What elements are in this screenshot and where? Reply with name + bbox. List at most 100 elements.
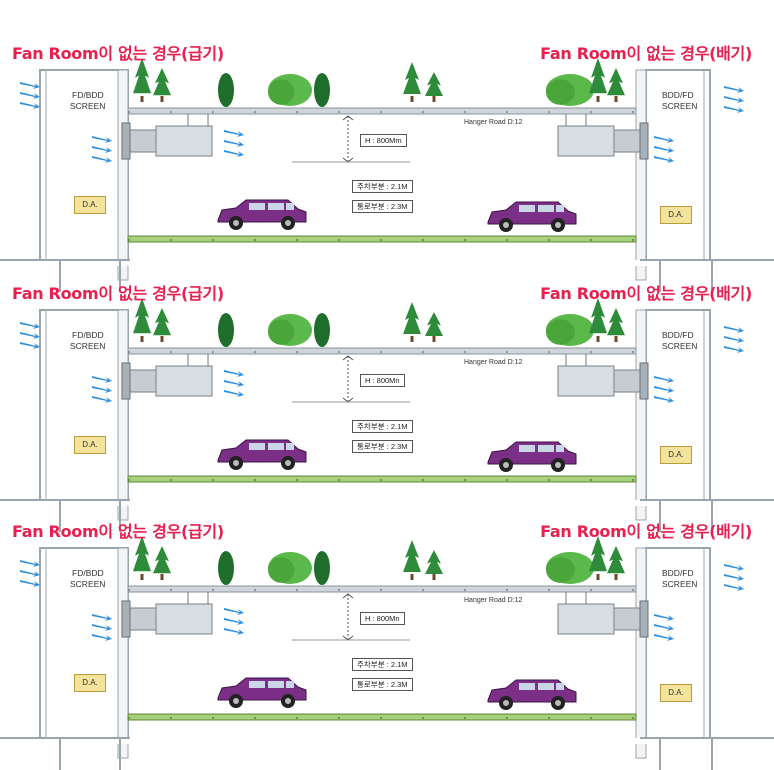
title-supply: Fan Room이 없는 경우(급기) bbox=[12, 44, 224, 63]
airflow-arrow-icon bbox=[724, 346, 744, 353]
section-diagram bbox=[0, 58, 774, 292]
airflow-arrow-icon bbox=[92, 136, 112, 143]
tree-icon bbox=[425, 72, 443, 102]
tree-icon bbox=[403, 302, 421, 342]
diagram-panel-2: Fan Room이 없는 경우(급기) Fan Room이 없는 경우(배기) … bbox=[0, 278, 774, 532]
tree-icon bbox=[153, 546, 171, 580]
label-passage-height: 통로부분 : 2.3M bbox=[352, 440, 413, 453]
tree-icon bbox=[403, 62, 421, 102]
tree-icon bbox=[403, 540, 421, 580]
airflow-arrow-icon bbox=[724, 336, 744, 343]
label-hanger-road: Hanger Road D:12 bbox=[464, 119, 523, 126]
tree-icon bbox=[153, 308, 171, 342]
airflow-arrow-icon bbox=[20, 102, 40, 109]
airflow-arrow-icon bbox=[92, 634, 112, 641]
airflow-arrow-icon bbox=[724, 106, 744, 113]
car-icon bbox=[217, 439, 307, 470]
section-diagram bbox=[0, 536, 774, 770]
label-screen-right: SCREEN bbox=[662, 341, 698, 351]
airflow-arrow-icon bbox=[224, 618, 244, 625]
label-hanger-road: Hanger Road D:12 bbox=[464, 597, 523, 604]
airflow-arrow-icon bbox=[20, 92, 40, 99]
tree-icon bbox=[133, 298, 151, 342]
airflow-arrow-icon bbox=[224, 140, 244, 147]
airflow-arrow-icon bbox=[654, 156, 674, 163]
ventilation-fan-icon bbox=[121, 122, 213, 160]
tree-icon bbox=[425, 550, 443, 580]
airflow-arrow-icon bbox=[654, 386, 674, 393]
tree-icon bbox=[425, 312, 443, 342]
label-height: H : 800Mm bbox=[360, 134, 407, 147]
airflow-arrow-icon bbox=[724, 584, 744, 591]
label-parking-height: 주차부분 : 2.1M bbox=[352, 420, 413, 433]
tree-icon bbox=[133, 58, 151, 102]
tree-icon bbox=[589, 58, 607, 102]
airflow-arrow-icon bbox=[92, 386, 112, 393]
airflow-arrow-icon bbox=[654, 136, 674, 143]
airflow-arrow-icon bbox=[654, 396, 674, 403]
label-parking-height: 주차부분 : 2.1M bbox=[352, 180, 413, 193]
airflow-arrow-icon bbox=[224, 150, 244, 157]
label-fd-bdd: FD/BDD bbox=[72, 330, 104, 340]
airflow-arrow-icon bbox=[654, 146, 674, 153]
car-icon bbox=[217, 199, 307, 230]
airflow-arrow-icon bbox=[20, 570, 40, 577]
label-passage-height: 통로부분 : 2.3M bbox=[352, 200, 413, 213]
airflow-arrow-icon bbox=[224, 390, 244, 397]
car-icon bbox=[217, 677, 307, 708]
airflow-arrow-icon bbox=[20, 322, 40, 329]
tree-icon bbox=[607, 68, 625, 102]
tree-icon bbox=[133, 536, 151, 580]
cypress-tree-icon bbox=[314, 551, 330, 585]
da-box-right: D.A. bbox=[660, 206, 692, 224]
label-screen-left: SCREEN bbox=[70, 579, 106, 589]
airflow-arrow-icon bbox=[724, 326, 744, 333]
diagram-panel-1: Fan Room이 없는 경우(급기) Fan Room이 없는 경우(배기) … bbox=[0, 38, 774, 292]
ventilation-fan-icon bbox=[121, 600, 213, 638]
airflow-arrow-icon bbox=[20, 82, 40, 89]
tree-icon bbox=[607, 308, 625, 342]
cypress-tree-icon bbox=[314, 73, 330, 107]
da-box-left: D.A. bbox=[74, 196, 106, 214]
airflow-arrow-icon bbox=[724, 86, 744, 93]
label-screen-right: SCREEN bbox=[662, 101, 698, 111]
label-screen-left: SCREEN bbox=[70, 101, 106, 111]
title-supply: Fan Room이 없는 경우(급기) bbox=[12, 284, 224, 303]
airflow-arrow-icon bbox=[20, 580, 40, 587]
da-box-left: D.A. bbox=[74, 674, 106, 692]
ventilation-fan-icon bbox=[121, 362, 213, 400]
tree-icon bbox=[589, 536, 607, 580]
airflow-arrow-icon bbox=[92, 624, 112, 631]
airflow-arrow-icon bbox=[20, 332, 40, 339]
title-exhaust: Fan Room이 없는 경우(배기) bbox=[540, 44, 752, 63]
cypress-tree-icon bbox=[218, 73, 234, 107]
ventilation-fan-icon bbox=[557, 600, 649, 638]
airflow-arrow-icon bbox=[20, 342, 40, 349]
airflow-arrow-icon bbox=[224, 370, 244, 377]
airflow-arrow-icon bbox=[724, 574, 744, 581]
title-exhaust: Fan Room이 없는 경우(배기) bbox=[540, 284, 752, 303]
label-fd-bdd: FD/BDD bbox=[72, 568, 104, 578]
label-screen-left: SCREEN bbox=[70, 341, 106, 351]
tree-icon bbox=[153, 68, 171, 102]
label-height: H : 800Mn bbox=[360, 374, 405, 387]
cypress-tree-icon bbox=[218, 551, 234, 585]
car-icon bbox=[487, 441, 577, 472]
airflow-arrow-icon bbox=[92, 396, 112, 403]
airflow-arrow-icon bbox=[724, 96, 744, 103]
title-exhaust: Fan Room이 없는 경우(배기) bbox=[540, 522, 752, 541]
airflow-arrow-icon bbox=[724, 564, 744, 571]
airflow-arrow-icon bbox=[654, 376, 674, 383]
car-icon bbox=[487, 201, 577, 232]
airflow-arrow-icon bbox=[92, 376, 112, 383]
airflow-arrow-icon bbox=[20, 560, 40, 567]
cypress-tree-icon bbox=[218, 313, 234, 347]
ventilation-fan-icon bbox=[557, 122, 649, 160]
section-diagram bbox=[0, 298, 774, 532]
label-parking-height: 주차부분 : 2.1M bbox=[352, 658, 413, 671]
tree-icon bbox=[607, 546, 625, 580]
label-bdd-fd: BDD/FD bbox=[662, 568, 694, 578]
tree-icon bbox=[589, 298, 607, 342]
airflow-arrow-icon bbox=[654, 634, 674, 641]
airflow-arrow-icon bbox=[654, 614, 674, 621]
